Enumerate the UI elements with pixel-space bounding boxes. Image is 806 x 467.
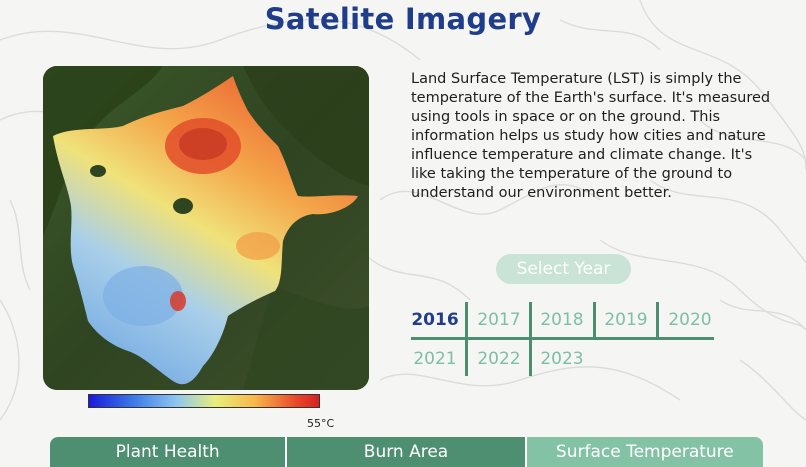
tab-plant-health[interactable]: Plant Health (50, 437, 286, 467)
colorbar-max-label: 55°C (307, 417, 335, 430)
temperature-colorbar (88, 394, 320, 408)
year-grid-divider (411, 337, 714, 340)
year-2018[interactable]: 2018 (540, 310, 584, 330)
layer-tabs: Plant Health Burn Area Surface Temperatu… (50, 437, 763, 467)
year-grid-divider (593, 302, 596, 338)
year-grid-divider (529, 302, 532, 376)
year-2020[interactable]: 2020 (668, 310, 712, 330)
tab-burn-area[interactable]: Burn Area (285, 437, 525, 467)
year-2022[interactable]: 2022 (477, 349, 521, 369)
year-grid-divider (656, 302, 659, 338)
select-year-label: Select Year (496, 254, 631, 284)
page-title: Satelite Imagery (264, 2, 542, 36)
lst-map-image (43, 66, 369, 390)
year-2017[interactable]: 2017 (477, 310, 521, 330)
tab-surface-temperature[interactable]: Surface Temperature (524, 437, 763, 467)
lst-satellite-map (43, 66, 369, 390)
year-2016[interactable]: 2016 (411, 310, 459, 330)
year-grid-divider (465, 302, 468, 376)
year-2023[interactable]: 2023 (540, 349, 584, 369)
year-2021[interactable]: 2021 (413, 349, 457, 369)
lst-description: Land Surface Temperature (LST) is simply… (411, 71, 771, 201)
year-2019[interactable]: 2019 (604, 310, 648, 330)
